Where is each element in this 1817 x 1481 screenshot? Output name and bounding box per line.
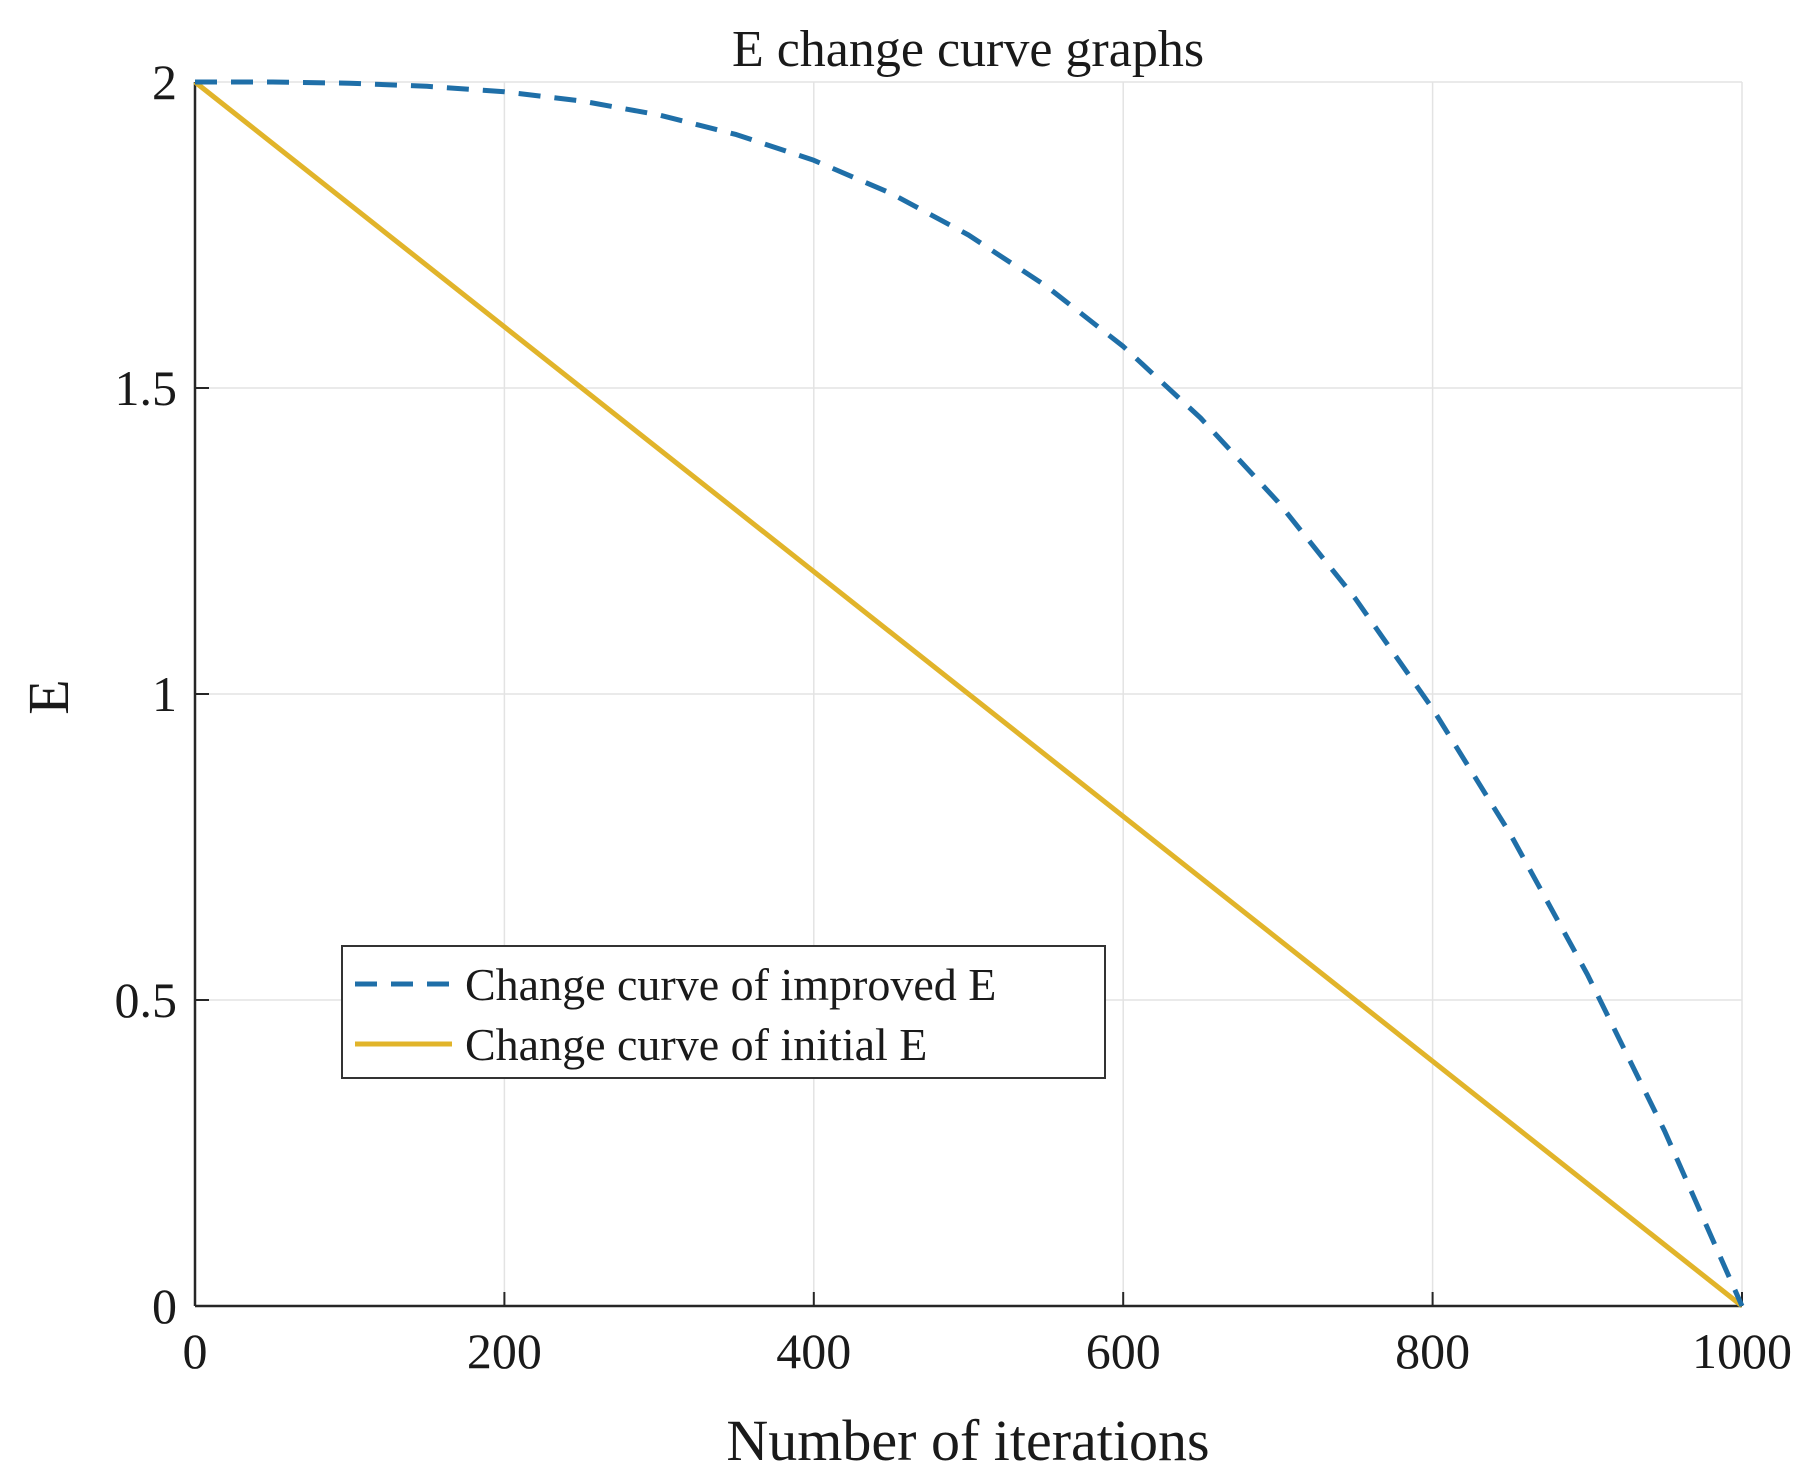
x-axis-title: Number of iterations	[726, 1408, 1209, 1473]
x-tick-label-600: 600	[1086, 1323, 1161, 1379]
series-line-improved-e	[195, 79, 1745, 1308]
axes	[193, 81, 1743, 1308]
legend-label-improved: Change curve of improved E	[465, 959, 996, 1010]
legend-label-initial: Change curve of initial E	[465, 1019, 927, 1070]
x-tick-label-800: 800	[1395, 1323, 1470, 1379]
y-tick-label-0.5: 0.5	[115, 972, 178, 1028]
legend: Change curve of improved E Change curve …	[341, 945, 1106, 1079]
y-tick-label-0: 0	[152, 1278, 177, 1334]
tick-labels: 0 200 400 600 800 1000 0 0.5 1 1.5 2	[115, 54, 1793, 1379]
y-tick-label-2: 2	[152, 54, 177, 110]
x-tick-label-200: 200	[467, 1323, 542, 1379]
x-tick-label-400: 400	[776, 1323, 851, 1379]
y-tick-label-1.5: 1.5	[115, 360, 178, 416]
legend-box	[341, 945, 1106, 1079]
series-line-initial-e	[193, 80, 1744, 1308]
x-tick-label-0: 0	[183, 1323, 208, 1379]
y-tick-label-1: 1	[152, 666, 177, 722]
chart-title: E change curve graphs	[732, 21, 1204, 78]
x-tick-label-1000: 1000	[1692, 1323, 1792, 1379]
series-lines	[193, 79, 1745, 1308]
y-axis-title: E	[16, 679, 81, 714]
